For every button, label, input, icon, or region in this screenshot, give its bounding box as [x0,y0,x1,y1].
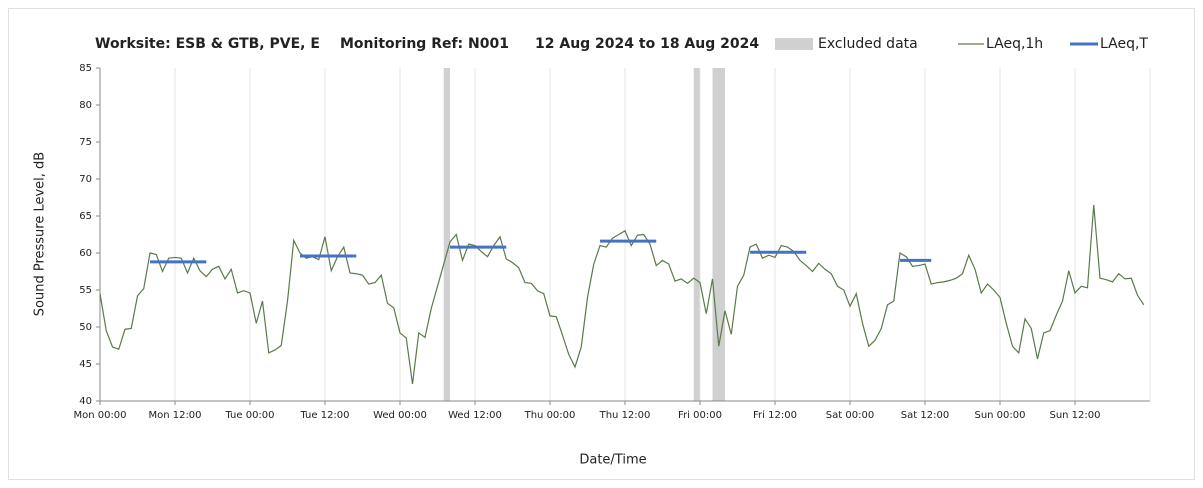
y-tick-label: 75 [79,137,92,148]
x-tick-label: Sun 12:00 [1049,410,1100,421]
chart-title: Worksite: ESB & GTB, PVE, E [95,36,320,52]
x-tick-label: Wed 12:00 [448,410,502,421]
chart-border [8,8,1195,480]
y-tick-label: 85 [79,63,92,74]
legend-swatch [775,38,813,50]
x-tick-label: Sun 00:00 [974,410,1025,421]
legend-label: LAeq,1h [986,36,1043,52]
y-tick-label: 80 [79,100,92,111]
x-axis-label: Date/Time [579,453,646,468]
excluded-band [443,68,450,401]
x-tick-label: Tue 12:00 [299,410,349,421]
y-tick-label: 65 [79,211,92,222]
legend-label: Excluded data [818,36,918,52]
excluded-band [712,68,725,401]
monitoring-ref: Monitoring Ref: N001 [340,36,509,52]
y-tick-label: 60 [79,248,92,259]
x-tick-label: Wed 00:00 [373,410,427,421]
x-tick-label: Thu 00:00 [524,410,576,421]
y-tick-label: 55 [79,285,92,296]
x-tick-label: Sat 00:00 [826,410,874,421]
x-tick-label: Thu 12:00 [599,410,651,421]
line-series [99,204,1145,385]
x-tick-label: Fri 12:00 [753,410,797,421]
excluded-band [693,68,700,401]
y-tick-label: 45 [79,359,92,370]
x-tick-label: Sat 12:00 [901,410,949,421]
date-range: 12 Aug 2024 to 18 Aug 2024 [535,36,759,52]
x-tick-label: Tue 00:00 [224,410,274,421]
x-tick-label: Fri 00:00 [678,410,722,421]
y-tick-label: 40 [79,396,92,407]
y-axis-label: Sound Pressure Level, dB [33,152,48,316]
x-tick-label: Mon 12:00 [148,410,201,421]
x-tick-label: Mon 00:00 [73,410,126,421]
y-tick-label: 50 [79,322,92,333]
legend-label: LAeq,T [1100,36,1148,52]
y-tick-label: 70 [79,174,92,185]
